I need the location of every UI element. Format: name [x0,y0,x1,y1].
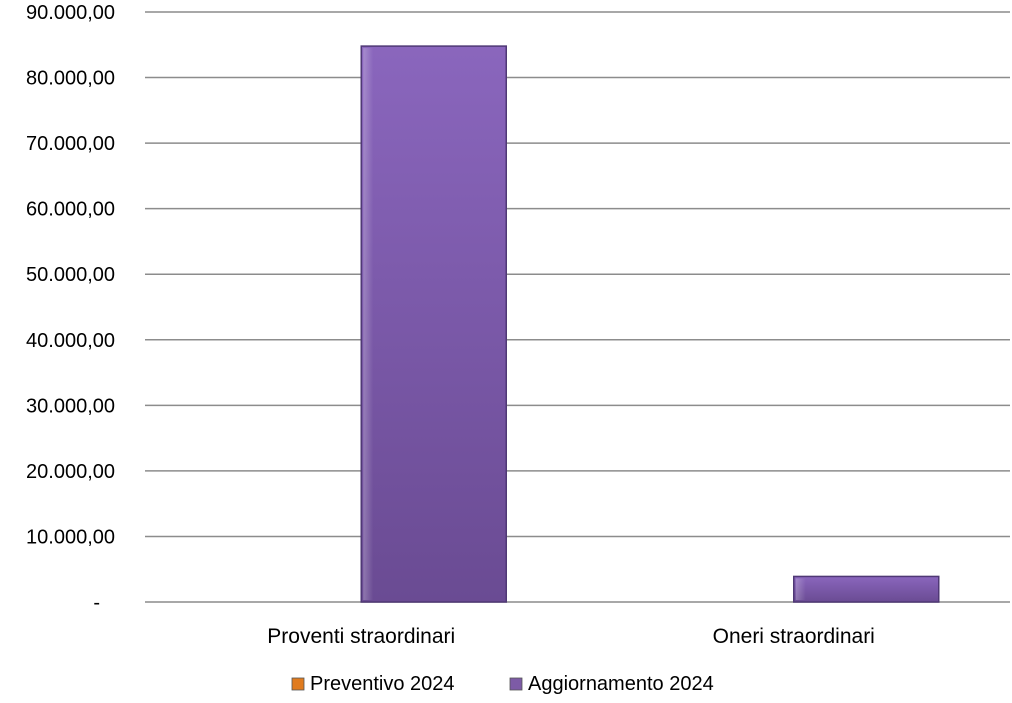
bar-highlight [363,48,374,601]
category-labels: Proventi straordinari Oneri straordinari [267,625,875,648]
y-tick-label: 40.000,00 [26,330,115,352]
y-axis-tick-labels: - 10.000,00 20.000,00 30.000,00 40.000,00 50.… [26,2,115,614]
category-label: Oneri straordinari [713,625,875,648]
gridlines [145,11,1010,603]
legend-label: Preventivo 2024 [310,673,455,695]
y-tick-label: 90.000,00 [26,2,115,24]
bar [793,575,940,603]
y-tick-label: 10.000,00 [26,526,115,548]
y-tick-label: 20.000,00 [26,461,115,483]
y-tick-label: 80.000,00 [26,68,115,90]
category-label: Proventi straordinari [267,625,455,648]
y-tick-label: 50.000,00 [26,264,115,286]
bars [360,45,940,603]
legend-label: Aggiornamento 2024 [528,673,714,695]
y-tick-label: 60.000,00 [26,199,115,221]
y-tick-label: 70.000,00 [26,133,115,155]
legend-swatch [291,677,305,691]
legend: Preventivo 2024 Aggiornamento 2024 [291,673,714,695]
y-tick-label: - [93,592,100,614]
y-tick-label: 30.000,00 [26,395,115,417]
bar [360,45,507,603]
bar-highlight [795,578,806,600]
legend-swatch [509,677,523,691]
